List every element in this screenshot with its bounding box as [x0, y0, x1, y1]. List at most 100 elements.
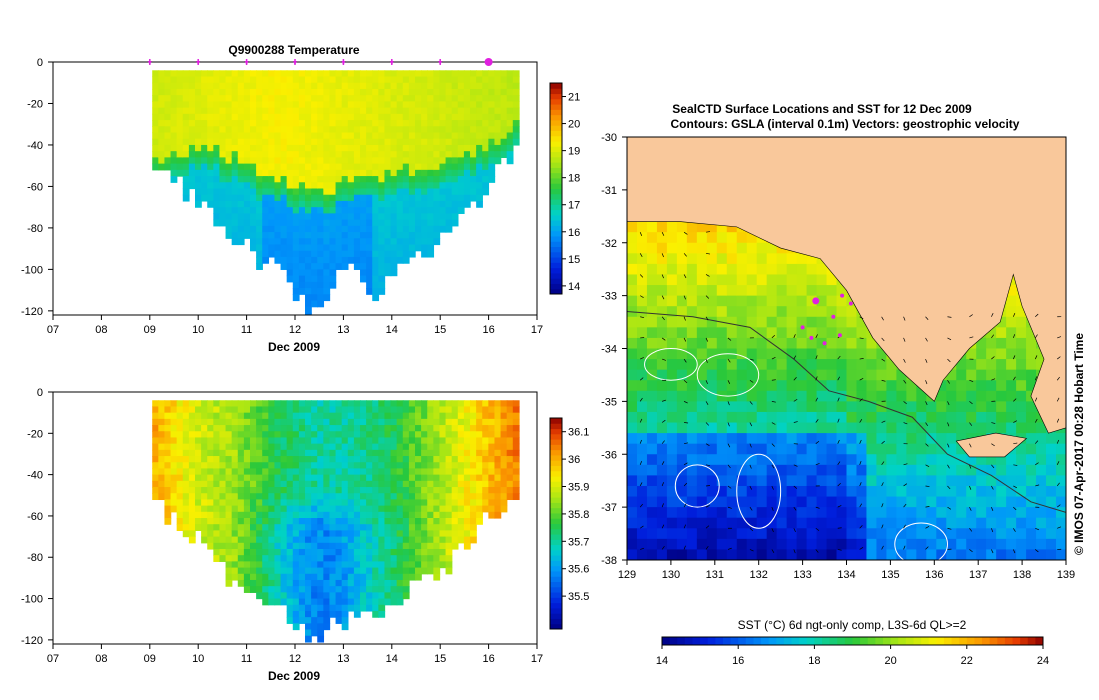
sst-cell	[716, 359, 728, 371]
salinity-cell	[421, 524, 428, 531]
salinity-cell	[433, 425, 441, 432]
colorbar-tick-label: 20	[568, 119, 580, 131]
temperature-cell	[292, 157, 300, 165]
salinity-cell	[396, 573, 404, 581]
salinity-cell	[243, 443, 251, 451]
salinity-cell	[433, 462, 441, 470]
temperature-cell	[421, 188, 428, 196]
salinity-cell	[237, 412, 245, 420]
temperature-cell	[195, 132, 202, 140]
sst-cell	[656, 507, 668, 519]
salinity-cell	[182, 462, 190, 470]
temperature-cell	[378, 288, 386, 295]
temperature-cell	[372, 76, 380, 84]
temperature-cell	[470, 82, 477, 90]
salinity-cell	[219, 425, 227, 432]
temperature-cell	[360, 70, 367, 78]
salinity-cell	[433, 505, 441, 513]
salinity-cell	[512, 480, 520, 488]
salinity-cell	[250, 412, 257, 420]
sst-cell	[976, 517, 987, 529]
sst-cell	[736, 401, 748, 413]
salinity-cell	[213, 443, 221, 451]
sst-cell	[696, 454, 708, 466]
sst-cell	[916, 443, 927, 455]
salinity-cell	[243, 412, 251, 420]
temperature-cell	[366, 263, 373, 270]
x-tick-label: 12	[289, 653, 301, 665]
salinity-cell	[372, 561, 380, 569]
temperature-cell	[262, 238, 270, 246]
sst-cell	[816, 390, 828, 402]
temperature-section-panel: Q9900288 Temperature 07 08 09 10 11 12 13 14 15 1…	[21, 43, 580, 354]
sst-cell	[627, 369, 638, 381]
salinity-cell	[182, 511, 190, 519]
sst-cell	[866, 517, 878, 529]
sst-cell	[866, 475, 878, 487]
temperature-cell	[213, 151, 221, 158]
temperature-cell	[243, 144, 251, 152]
salinity-cell	[243, 400, 251, 408]
salinity-cell	[298, 449, 306, 457]
temperature-cell	[201, 95, 208, 103]
temperature-cell	[439, 120, 447, 127]
temperature-cell	[195, 194, 202, 202]
colorbar-segment	[550, 470, 562, 477]
salinity-cell	[237, 431, 245, 439]
salinity-cell	[402, 449, 410, 457]
salinity-cell	[274, 400, 282, 408]
temperature-cell	[427, 88, 435, 96]
salinity-cell	[439, 418, 447, 426]
temperature-cell	[360, 238, 367, 246]
salinity-cell	[408, 493, 416, 501]
sst-cell	[796, 517, 808, 529]
temperature-cell	[360, 101, 367, 109]
salinity-cell	[207, 511, 215, 519]
temperature-cell	[268, 232, 276, 239]
salinity-cell	[439, 530, 447, 538]
sst-cell	[666, 327, 678, 339]
temperature-cell	[323, 294, 331, 302]
salinity-cell	[292, 592, 300, 600]
salinity-cell	[433, 573, 441, 581]
salinity-cell	[378, 462, 386, 470]
temperature-cell	[470, 95, 477, 103]
temperature-cell	[231, 188, 239, 196]
temperature-cell	[372, 213, 380, 221]
salinity-cell	[402, 530, 410, 538]
salinity-cell	[201, 524, 208, 531]
sst-cell	[756, 443, 768, 455]
salinity-cell	[225, 499, 233, 507]
salinity-cell	[164, 474, 172, 482]
temperature-cell	[500, 113, 508, 121]
salinity-cell	[256, 412, 263, 420]
salinity-cell	[152, 406, 160, 414]
temperature-cell	[506, 88, 514, 96]
salinity-cell	[457, 468, 465, 476]
sst-cell	[627, 433, 638, 445]
salinity-cell	[408, 468, 416, 476]
temperature-cell	[225, 188, 233, 196]
temperature-cell	[311, 169, 318, 177]
salinity-cell	[305, 635, 312, 643]
sst-cell	[706, 337, 718, 350]
sst-cell	[836, 549, 848, 560]
sst-cell	[766, 285, 778, 297]
temperature-cell	[170, 76, 178, 84]
sst-cell	[826, 285, 838, 297]
temperature-cell	[347, 244, 355, 252]
sst-cell	[696, 242, 708, 254]
salinity-cell	[305, 561, 312, 569]
salinity-cell	[286, 412, 294, 420]
temperature-cell	[384, 144, 392, 152]
y-tick-label: -20	[27, 428, 43, 440]
salinity-cell	[280, 437, 288, 445]
salinity-cell	[323, 567, 331, 575]
temperature-cell	[402, 107, 410, 115]
sst-cell	[816, 433, 828, 445]
salinity-cell	[384, 511, 392, 519]
sst-cell	[726, 517, 738, 529]
sst-cell	[726, 221, 738, 233]
temperature-cell	[201, 82, 208, 90]
salinity-cell	[225, 555, 233, 562]
